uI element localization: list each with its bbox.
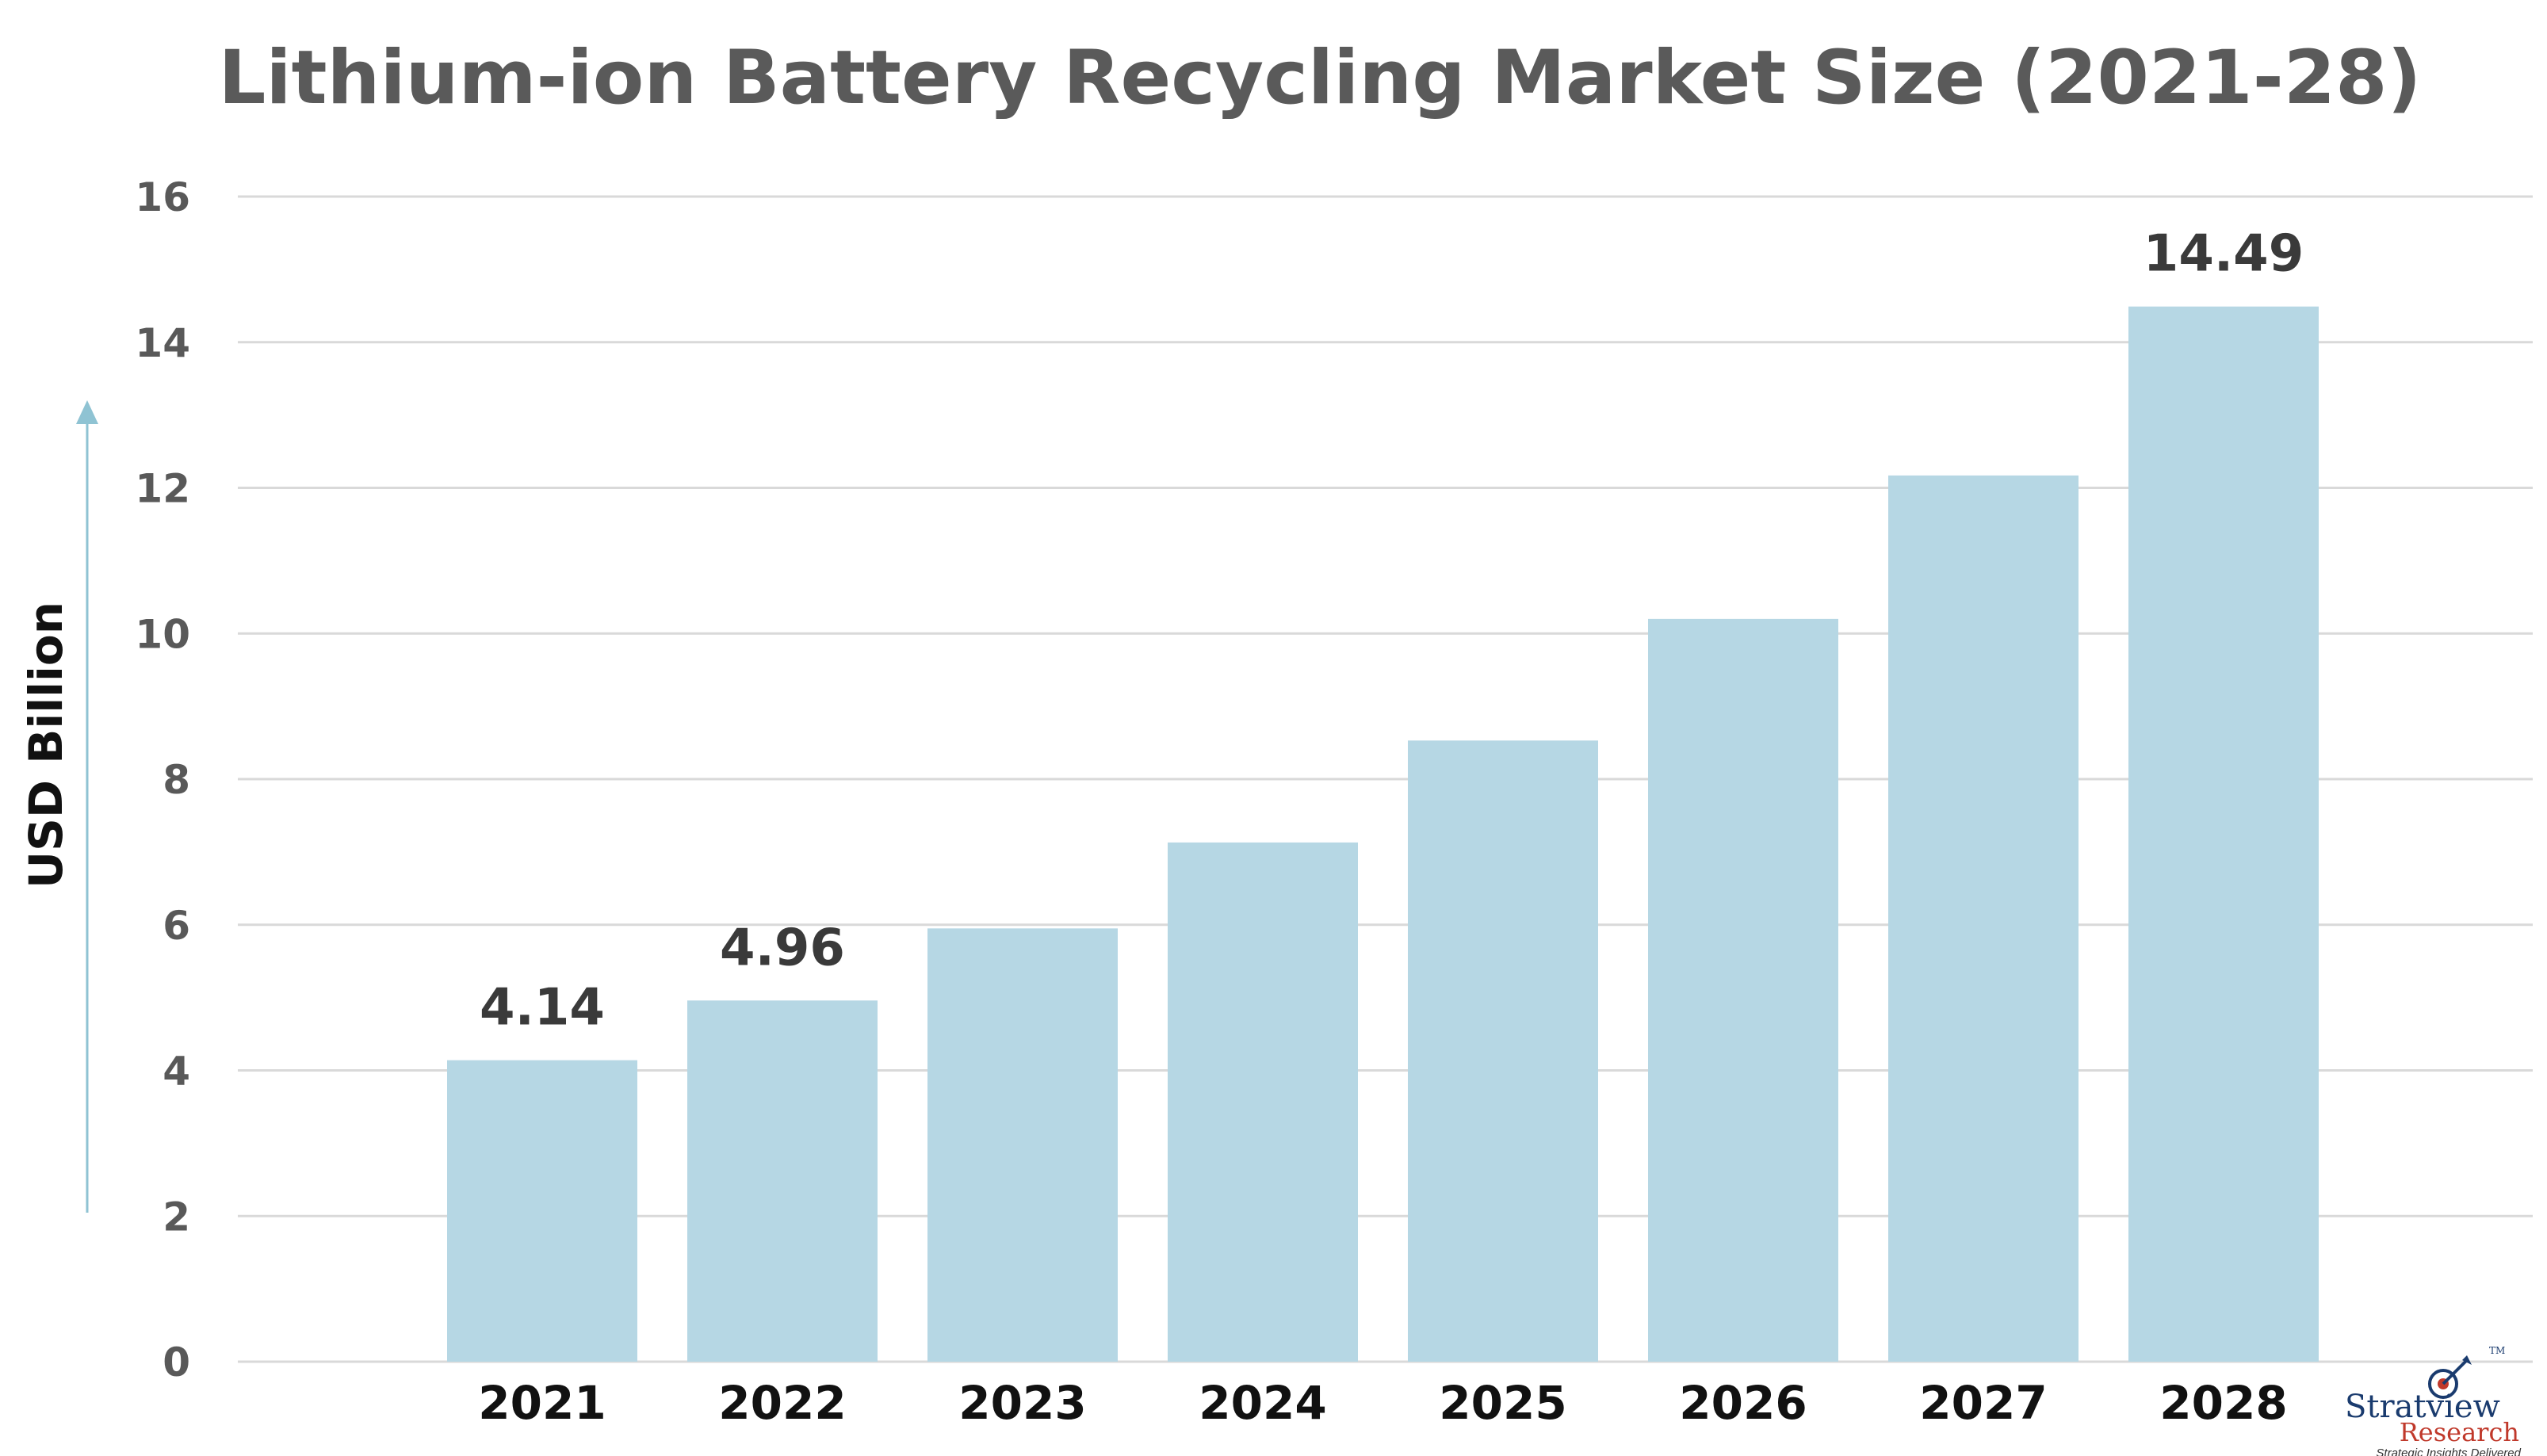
data-label-2022: 4.96 [720, 919, 845, 977]
x-tick-label-2023: 2023 [958, 1376, 1086, 1430]
x-tick-label-2026: 2026 [1679, 1376, 1807, 1430]
x-axis-categories: 2021 2022 2023 2024 2025 2026 2027 2028 [478, 1376, 2287, 1430]
y-tick-label: 14 [135, 320, 190, 366]
data-label-2028: 14.49 [2144, 225, 2304, 284]
chart-title: Lithium-ion Battery Recycling Market Siz… [218, 35, 2421, 121]
x-tick-label-2025: 2025 [1439, 1376, 1566, 1430]
stratview-logo: Stratview TM Research Strategic Insights… [2345, 1345, 2522, 1456]
y-tick-label: 6 [163, 903, 190, 949]
bar-2026 [1648, 618, 1838, 1362]
bar-2023 [927, 928, 1118, 1362]
bar-2022 [687, 1000, 878, 1362]
y-tick-label: 4 [163, 1049, 190, 1095]
y-tick-label: 0 [163, 1339, 190, 1385]
x-tick-label-2024: 2024 [1199, 1376, 1326, 1430]
y-axis-ticks: 0 2 4 6 8 10 12 14 16 [135, 174, 190, 1385]
target-arrow-icon [2428, 1355, 2472, 1399]
x-tick-label-2027: 2027 [1919, 1376, 2047, 1430]
y-tick-label: 16 [135, 174, 190, 220]
x-tick-label-2028: 2028 [2159, 1376, 2287, 1430]
bar-2028 [2128, 306, 2319, 1362]
logo-name-part1: Stratv [2345, 1389, 2445, 1425]
logo-tagline: Strategic Insights Delivered [2376, 1446, 2521, 1456]
logo-research: Research [2400, 1417, 2519, 1447]
bar-2027 [1888, 475, 2079, 1362]
logo-name-part2: iew [2444, 1389, 2500, 1425]
data-label-2021: 4.14 [480, 979, 605, 1038]
y-axis-arrow-icon [76, 400, 98, 1213]
bar-2024 [1168, 842, 1358, 1362]
x-tick-label-2022: 2022 [718, 1376, 846, 1430]
bars [447, 306, 2319, 1362]
y-tick-label: 12 [135, 466, 190, 512]
x-tick-label-2021: 2021 [478, 1376, 606, 1430]
svg-text:Stratview: Stratview [2345, 1389, 2500, 1425]
logo-trademark: TM [2489, 1345, 2505, 1356]
y-tick-label: 2 [163, 1194, 190, 1240]
y-tick-label: 10 [135, 611, 190, 657]
bar-2021 [447, 1060, 637, 1362]
data-labels: 4.14 4.96 14.49 [480, 225, 2304, 1038]
y-axis-title: USD Billion [19, 602, 73, 889]
bar-2025 [1408, 740, 1598, 1362]
y-tick-label: 8 [163, 757, 190, 803]
